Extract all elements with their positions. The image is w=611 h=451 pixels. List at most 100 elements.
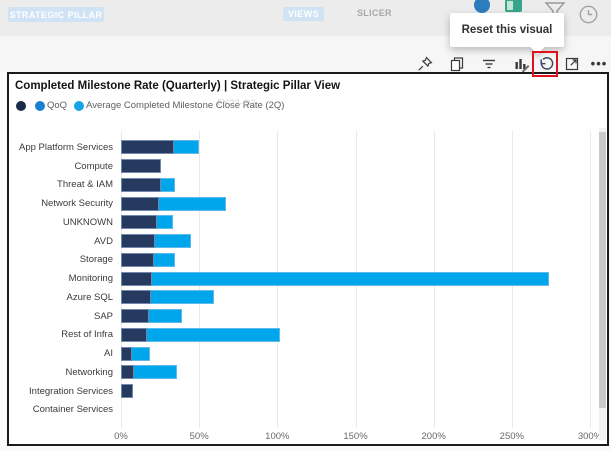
bar-row: App Platform Services	[9, 138, 590, 157]
category-label: Monitoring	[68, 273, 113, 285]
bar-segment-series-0[interactable]	[121, 177, 161, 192]
bar-rows: App Platform Services Compute Threat & IAM…	[9, 138, 590, 419]
bar-track	[121, 159, 590, 174]
bar-row: AI	[9, 344, 590, 363]
bar-segment-series-1[interactable]	[156, 215, 174, 230]
x-tick-label: 200%	[421, 431, 446, 442]
personalize-icon[interactable]	[509, 52, 533, 76]
x-tick-label: 100%	[265, 431, 290, 442]
category-label: Threat & IAM	[57, 179, 113, 191]
legend: QoQ Average Completed Milestone Close Rat…	[16, 100, 291, 111]
bar-segment-series-0[interactable]	[121, 271, 153, 286]
info-icon[interactable]	[474, 0, 490, 13]
x-axis-labels: 0% 50% 100% 150% 200% 250% 300%	[9, 431, 609, 445]
category-label: SAP	[93, 310, 113, 322]
bar-segment-series-1[interactable]	[133, 365, 178, 380]
bar-segment-series-0[interactable]	[121, 196, 159, 211]
bar-segment-series-0[interactable]	[121, 346, 132, 361]
x-tick-label: 50%	[189, 431, 209, 442]
bar-segment-series-0[interactable]	[121, 290, 151, 305]
bar-track	[121, 196, 590, 211]
legend-dot	[35, 100, 45, 111]
bar-segment-series-1[interactable]	[131, 346, 150, 361]
bar-row: Compute	[9, 157, 590, 176]
bar-segment-series-0[interactable]	[121, 140, 175, 155]
more-options-glyph: •••	[590, 56, 608, 71]
bar-track	[121, 384, 590, 399]
x-tick-label: 150%	[343, 431, 368, 442]
copy-icon[interactable]	[445, 52, 469, 76]
bar-track	[121, 290, 590, 305]
category-label: App Platform Services	[19, 141, 113, 153]
bar-row: Storage	[9, 251, 590, 270]
slicer-label[interactable]: SLICER	[357, 8, 392, 18]
bar-segment-series-0[interactable]	[121, 159, 161, 174]
bar-row: Monitoring	[9, 269, 590, 288]
category-label: UNKNOWN	[62, 216, 113, 228]
bar-track	[121, 365, 590, 380]
bar-segment-series-1[interactable]	[146, 327, 280, 342]
legend-label: Average Completed Milestone Close Rate (…	[86, 100, 285, 111]
bar-segment-series-0[interactable]	[121, 365, 134, 380]
reset-tooltip-text: Reset this visual	[461, 24, 553, 36]
clock-icon[interactable]	[578, 4, 599, 25]
chart-green-icon-inner	[507, 1, 513, 10]
category-label: Compute	[74, 160, 113, 172]
bar-track	[121, 403, 590, 417]
category-label: Integration Services	[29, 385, 113, 397]
bar-segment-series-1[interactable]	[149, 309, 182, 324]
bar-track	[121, 346, 590, 361]
bar-track	[121, 271, 590, 286]
focus-mode-icon[interactable]	[560, 52, 584, 76]
category-label: Container Services	[32, 404, 113, 416]
bar-segment-series-0[interactable]	[121, 252, 154, 267]
bar-row: UNKNOWN	[9, 213, 590, 232]
legend-dot	[74, 100, 85, 111]
bar-track	[121, 327, 590, 342]
bar-segment-series-0[interactable]	[121, 384, 133, 399]
chart-green-icon[interactable]	[505, 0, 522, 12]
bar-segment-series-1[interactable]	[154, 234, 192, 249]
pin-icon[interactable]	[413, 52, 437, 76]
bar-segment-series-1[interactable]	[153, 252, 175, 267]
category-label: Networking	[65, 366, 113, 378]
strategic-pillar-button[interactable]: STRATEGIC PILLAR	[8, 7, 104, 22]
reset-icon[interactable]	[532, 51, 558, 77]
reset-tooltip: Reset this visual	[450, 13, 564, 55]
bar-segment-series-1[interactable]	[160, 177, 175, 192]
bar-segment-series-0[interactable]	[121, 309, 150, 324]
legend-dot	[16, 100, 26, 111]
filter-lines-icon[interactable]	[477, 52, 501, 76]
category-label: AVD	[94, 235, 113, 247]
views-button[interactable]: VIEWS	[283, 7, 324, 21]
more-options-icon[interactable]: •••	[587, 52, 611, 76]
category-label: Rest of Infra	[61, 329, 113, 341]
bar-row: Integration Services	[9, 382, 590, 401]
bar-segment-series-1[interactable]	[150, 290, 215, 305]
bar-segment-series-0[interactable]	[121, 215, 157, 230]
bar-row: Network Security	[9, 194, 590, 213]
category-label: Storage	[79, 254, 113, 266]
category-label: AI	[104, 348, 113, 360]
bar-segment-series-1[interactable]	[158, 196, 226, 211]
bar-segment-series-1[interactable]	[174, 140, 200, 155]
bar-row: Azure SQL	[9, 288, 590, 307]
bar-track	[121, 177, 590, 192]
legend-item-0[interactable]	[16, 100, 28, 111]
chart-scrollbar-thumb[interactable]	[599, 132, 606, 408]
bar-segment-series-0[interactable]	[121, 327, 147, 342]
x-tick-label: 250%	[499, 431, 524, 442]
visual-title: Completed Milestone Rate (Quarterly) | S…	[15, 80, 341, 92]
legend-label: QoQ	[47, 100, 68, 111]
legend-item-1[interactable]: QoQ	[35, 100, 67, 111]
category-label: Azure SQL	[66, 291, 113, 303]
bar-row: AVD	[9, 232, 590, 251]
chart-scrollbar-track[interactable]	[599, 128, 606, 440]
watermark-text: FY23-Q2	[217, 98, 256, 109]
bar-segment-series-1[interactable]	[152, 271, 550, 286]
bar-segment-series-0[interactable]	[121, 234, 155, 249]
bar-row: Rest of Infra	[9, 326, 590, 345]
category-label: Network Security	[41, 198, 113, 210]
legend-item-2[interactable]: Average Completed Milestone Close Rate (…	[74, 100, 284, 111]
gridline	[590, 131, 591, 428]
